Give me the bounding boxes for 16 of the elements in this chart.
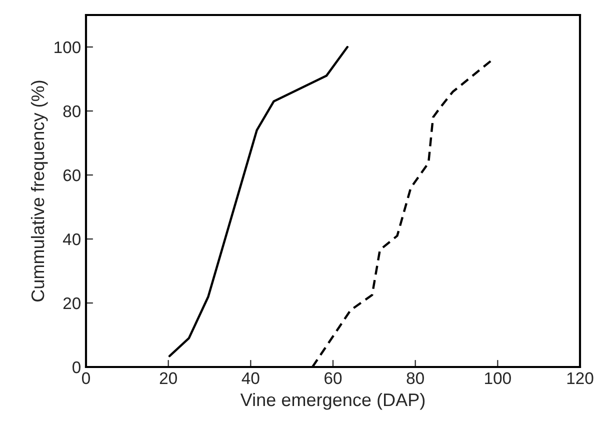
y-tick-label: 20 [63,297,80,310]
y-tick-label: 80 [63,105,80,118]
x-axis-title: Vine emergence (DAP) [240,392,425,410]
y-tick-label: 100 [54,41,80,54]
x-tick-label: 60 [324,372,342,384]
x-tick-label: 100 [485,372,511,384]
x-tick-label: 0 [82,372,90,384]
y-tick-label: 0 [72,361,80,374]
line-series [168,46,349,358]
y-tick-label: 40 [62,233,80,246]
x-tick-label: 20 [160,372,177,384]
y-axis-title: Cummulative frequency (%) [30,80,48,302]
x-tick-label: 80 [406,372,424,384]
y-tick-label: 60 [63,169,80,182]
x-tick-label: 40 [242,372,260,384]
x-tick-label: 120 [567,372,594,384]
